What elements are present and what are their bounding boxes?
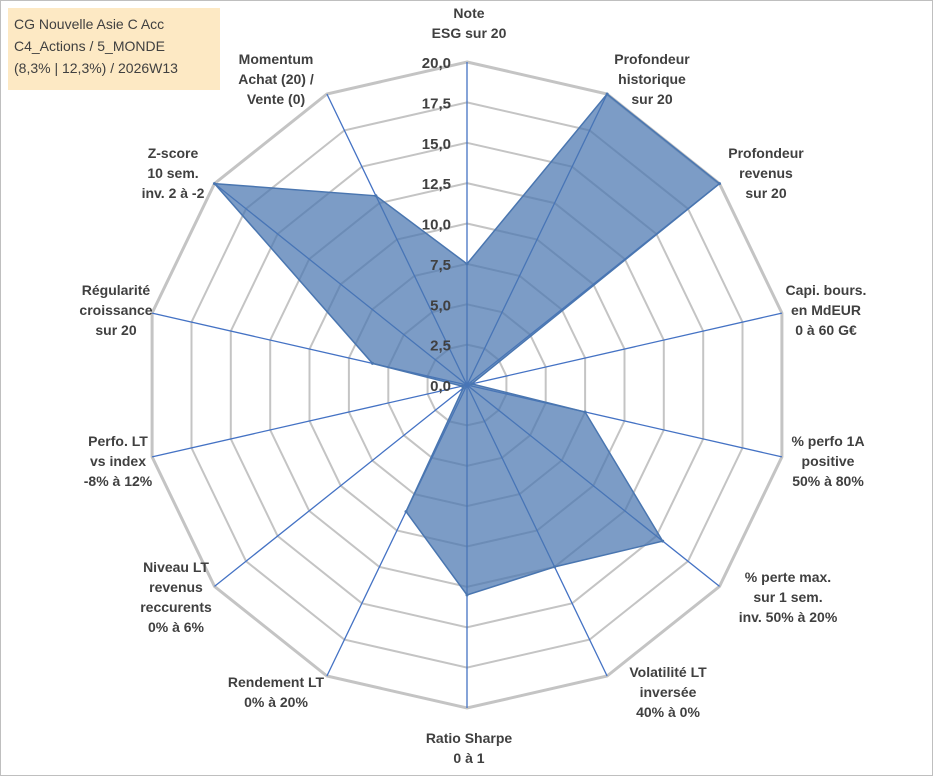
tick-label: 20,0 bbox=[422, 55, 451, 72]
axis-label-line: Régularité bbox=[81, 282, 151, 298]
axis-label: Volatilité LT inversée 40% à 0% bbox=[629, 662, 706, 722]
data-point bbox=[371, 361, 374, 365]
axis-label-line: sur 20 bbox=[95, 322, 137, 338]
axis-label-line: 0 à 60 G€ bbox=[795, 322, 857, 338]
axis-label-line: Rendement LT bbox=[227, 674, 325, 690]
tick-label: 7,5 bbox=[430, 257, 451, 274]
axis-label-line: 50% à 80% bbox=[792, 473, 864, 489]
axis-label-line: Niveau LT bbox=[143, 559, 209, 575]
axis-label: Profondeur historique sur 20 bbox=[614, 49, 689, 109]
axis-label: Note ESG sur 20 bbox=[432, 3, 507, 43]
axis-label-line: vs index bbox=[89, 453, 147, 469]
axis-label: Momentum Achat (20) / Vente (0) bbox=[238, 49, 313, 109]
axis-label: Perfo. LT vs index -8% à 12% bbox=[84, 431, 152, 491]
tick-label: 17,5 bbox=[422, 95, 451, 112]
axis-label-line: Volatilité LT bbox=[629, 664, 707, 680]
axis-label-line: Vente (0) bbox=[246, 91, 306, 107]
axis-label: % perfo 1A positive 50% à 80% bbox=[791, 431, 864, 491]
tick-label: 12,5 bbox=[422, 176, 451, 193]
fund-name: CG Nouvelle Asie C Acc bbox=[14, 16, 165, 32]
axis-label-line: revenus bbox=[149, 579, 203, 595]
axis-label-line: % perte max. bbox=[744, 569, 832, 585]
axis-spoke bbox=[151, 384, 468, 458]
axis-label-line: reccurents bbox=[140, 599, 212, 615]
data-point bbox=[553, 565, 557, 569]
axis-label-line: Achat (20) / bbox=[238, 71, 314, 87]
tick-label: 15,0 bbox=[422, 136, 451, 153]
tick-label: 10,0 bbox=[422, 217, 451, 234]
data-point bbox=[661, 539, 665, 543]
axis-label-line: en MdEUR bbox=[791, 302, 861, 318]
axis-label: Z-score 10 sem. inv. 2 à -2 bbox=[142, 143, 205, 203]
fund-category: C4_Actions / 5_MONDE bbox=[14, 38, 165, 54]
axis-label-line: croissance bbox=[79, 302, 153, 318]
axis-spoke bbox=[466, 312, 783, 386]
tick-label: 2,5 bbox=[430, 338, 451, 355]
axis-label-line: inv. 2 à -2 bbox=[141, 185, 205, 201]
data-point bbox=[460, 384, 464, 388]
data-point bbox=[583, 410, 587, 414]
axis-label-line: inv. 50% à 20% bbox=[738, 609, 838, 625]
fund-title-box: CG Nouvelle Asie C Acc C4_Actions / 5_MO… bbox=[8, 8, 220, 90]
axis-label-line: Profondeur bbox=[728, 145, 804, 161]
axis-label-line: 0% à 6% bbox=[147, 619, 205, 635]
axis-label: Niveau LT revenus reccurents 0% à 6% bbox=[140, 557, 212, 637]
axis-label-line: Note bbox=[453, 5, 485, 21]
axis-label-line: 40% à 0% bbox=[636, 704, 700, 720]
data-point bbox=[404, 510, 408, 514]
data-point bbox=[374, 194, 378, 198]
axis-label-line: % perfo 1A bbox=[791, 433, 865, 449]
axis-label-line: Profondeur bbox=[614, 51, 690, 67]
axis-label-line: historique bbox=[618, 71, 686, 87]
data-point bbox=[718, 182, 721, 186]
axis-label-line: Z-score bbox=[147, 145, 199, 161]
data-point bbox=[465, 593, 469, 597]
axis-label-line: -8% à 12% bbox=[83, 473, 153, 489]
fund-stats-week: (8,3% | 12,3%) / 2026W13 bbox=[14, 60, 178, 76]
data-point bbox=[605, 92, 609, 96]
axis-label-line: inversée bbox=[639, 684, 697, 700]
axis-label-line: sur 20 bbox=[745, 185, 787, 201]
tick-label: 5,0 bbox=[430, 297, 451, 314]
axis-label-line: 10 sem. bbox=[147, 165, 199, 181]
axis-label: Profondeur revenus sur 20 bbox=[728, 143, 803, 203]
axis-label: Ratio Sharpe 0 à 1 bbox=[426, 728, 512, 768]
axis-label-line: 0 à 1 bbox=[453, 750, 485, 766]
axis-spoke bbox=[214, 384, 468, 587]
axis-label-line: 0% à 20% bbox=[244, 694, 308, 710]
data-point bbox=[465, 262, 469, 266]
axis-label-line: positive bbox=[801, 453, 855, 469]
axis-label: % perte max. sur 1 sem. inv. 50% à 20% bbox=[739, 567, 838, 627]
axis-label: Régularité croissance sur 20 bbox=[79, 280, 152, 340]
axis-label-line: Capi. bours. bbox=[785, 282, 867, 298]
axis-label: Rendement LT 0% à 20% bbox=[228, 672, 324, 712]
tick-label: 0,0 bbox=[430, 378, 451, 395]
axis-label-line: sur 20 bbox=[631, 91, 673, 107]
axis-label-line: Ratio Sharpe bbox=[425, 730, 513, 746]
axis-label: Capi. bours. en MdEUR 0 à 60 G€ bbox=[786, 280, 867, 340]
data-point bbox=[213, 182, 216, 186]
axis-label-line: ESG sur 20 bbox=[431, 25, 507, 41]
axis-label-line: Momentum bbox=[238, 51, 314, 67]
data-point bbox=[470, 382, 474, 386]
axis-label-line: Perfo. LT bbox=[88, 433, 148, 449]
axis-label-line: sur 1 sem. bbox=[753, 589, 823, 605]
axis-label-line: revenus bbox=[739, 165, 793, 181]
